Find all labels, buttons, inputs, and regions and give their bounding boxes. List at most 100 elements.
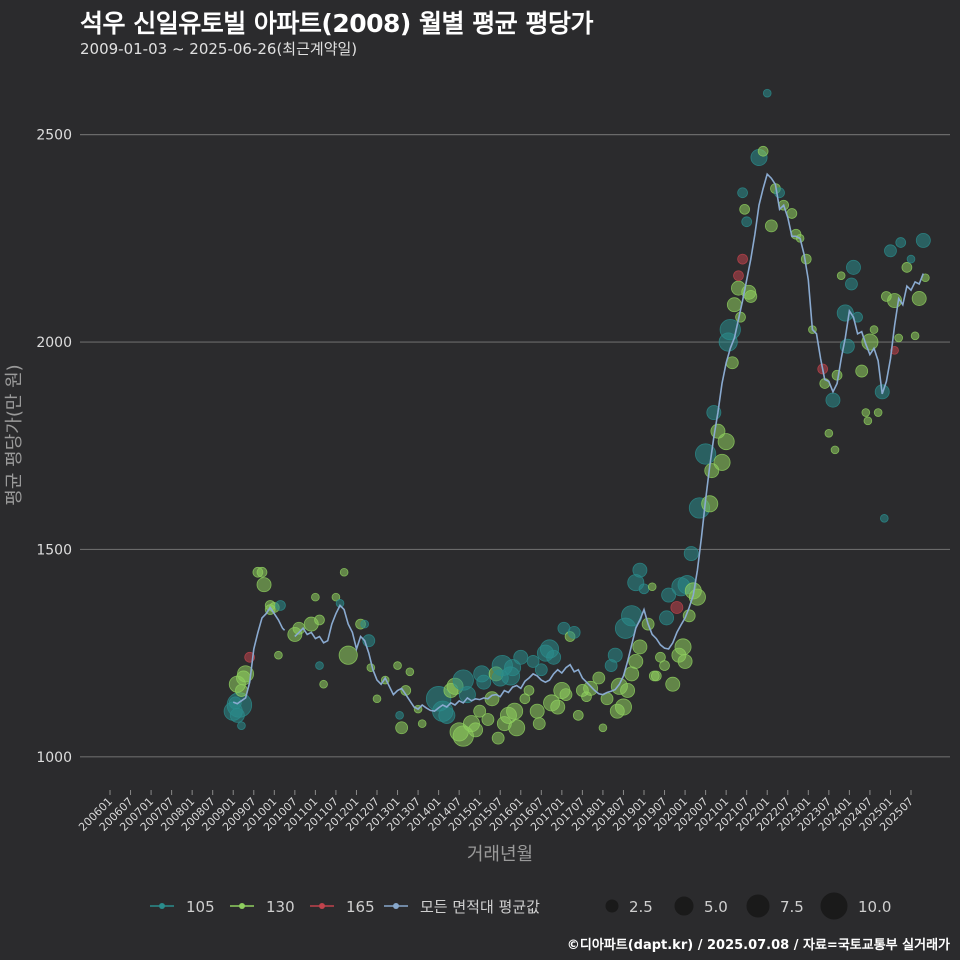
data-point-130 [473, 704, 487, 718]
data-point-105 [526, 655, 540, 668]
data-point-130 [632, 639, 648, 655]
data-point-130 [620, 683, 636, 698]
data-point-105 [237, 721, 246, 731]
data-point-130 [869, 325, 879, 334]
legend: 105 130 165 모든 면적대 평균값 2.5 5.0 7.5 10.0 [150, 892, 891, 920]
data-point-105 [638, 583, 650, 595]
data-point-130 [468, 722, 484, 738]
legend-label-165: 165 [346, 898, 375, 916]
data-point-105 [879, 514, 889, 523]
legend-label-130: 130 [266, 898, 295, 916]
legend-key-105 [159, 903, 165, 909]
data-point-130 [744, 290, 758, 303]
data-point-130 [861, 408, 871, 417]
data-point-130 [717, 433, 735, 451]
data-point-130 [911, 291, 927, 306]
data-point-105 [632, 562, 648, 578]
data-point-130 [830, 445, 840, 455]
data-point-130 [338, 645, 358, 665]
data-point-130 [311, 592, 320, 602]
data-point-130 [529, 703, 545, 719]
data-point-130 [713, 453, 731, 471]
data-point-105 [836, 304, 854, 322]
legend-size-dot [820, 892, 848, 920]
data-point-130 [405, 667, 415, 677]
data-point-130 [339, 567, 349, 577]
data-point-105 [661, 587, 677, 603]
data-point-105 [737, 187, 748, 199]
data-point-130 [592, 671, 606, 685]
legend-size-dot [674, 896, 694, 916]
data-point-130 [256, 577, 272, 593]
legend-size-label: 2.5 [629, 898, 653, 916]
data-point-165 [890, 346, 899, 355]
data-point-130 [559, 688, 573, 702]
legend-key-avg [393, 903, 399, 909]
data-point-130 [417, 719, 427, 728]
data-point-105 [534, 663, 548, 677]
data-point-130 [506, 702, 524, 720]
y-tick-label: 1500 [36, 542, 72, 558]
data-point-130 [726, 297, 742, 313]
data-point-105 [360, 619, 369, 629]
legend-label-avg: 모든 면적대 평균값 [420, 898, 540, 916]
data-point-130 [331, 592, 341, 602]
legend-key-130 [239, 903, 245, 909]
legend-label-105: 105 [186, 898, 215, 916]
data-point-130 [873, 408, 883, 417]
data-point-130 [532, 717, 546, 731]
chart-title: 석우 신일유토빌 아파트(2008) 월별 평균 평당가 [80, 9, 593, 38]
data-point-105 [458, 686, 476, 704]
data-point-130 [624, 666, 640, 682]
data-point-130 [674, 638, 692, 656]
data-point-130 [491, 731, 505, 745]
data-point-105 [825, 392, 841, 408]
data-point-130 [292, 621, 306, 635]
average-line [232, 172, 925, 713]
data-point-165 [733, 270, 744, 282]
data-point-130 [739, 203, 750, 215]
data-point-105 [741, 216, 753, 228]
source-caption: ©디아파트(dapt.kr) / 2025.07.08 / 자료=국토교통부 실… [566, 938, 950, 953]
data-point-130 [910, 331, 920, 341]
data-point-130 [824, 428, 834, 438]
data-point-130 [647, 582, 657, 592]
data-point-130 [550, 699, 566, 715]
data-point-130 [764, 219, 778, 233]
data-point-105 [762, 88, 772, 98]
data-point-105 [438, 706, 456, 724]
data-point-130 [314, 614, 325, 626]
data-point-130 [677, 653, 693, 669]
y-tick-label: 1000 [36, 750, 72, 766]
data-point-105 [567, 625, 581, 639]
data-point-105 [884, 244, 897, 258]
data-point-105 [395, 711, 404, 720]
data-point-105 [915, 232, 931, 248]
data-point-130 [572, 709, 584, 721]
y-tick-label: 2500 [36, 128, 72, 144]
data-point-130 [861, 333, 879, 351]
data-point-130 [682, 609, 696, 623]
legend-size-dot [605, 899, 619, 913]
legend-size-dot [746, 894, 770, 918]
legend-key-165 [319, 903, 325, 909]
data-point-130 [523, 685, 535, 696]
data-point-130 [508, 719, 526, 737]
data-point-130 [319, 679, 328, 689]
chart-subtitle: 2009-01-03 ~ 2025-06-26(최근계약일) [80, 40, 358, 58]
data-point-105 [659, 610, 675, 626]
y-tick-label: 2000 [36, 335, 72, 351]
data-point-105 [607, 647, 623, 663]
data-point-130 [757, 145, 769, 157]
data-point-130 [894, 333, 903, 343]
data-point-105 [546, 649, 562, 665]
scatter-points [223, 88, 931, 747]
data-point-105 [906, 254, 916, 264]
data-point-130 [583, 680, 599, 696]
data-point-105 [895, 237, 907, 248]
data-point-130 [863, 416, 873, 426]
data-point-105 [513, 649, 529, 665]
legend-size-label: 5.0 [704, 898, 728, 916]
data-point-165 [737, 253, 748, 265]
legend-size-label: 10.0 [858, 898, 891, 916]
